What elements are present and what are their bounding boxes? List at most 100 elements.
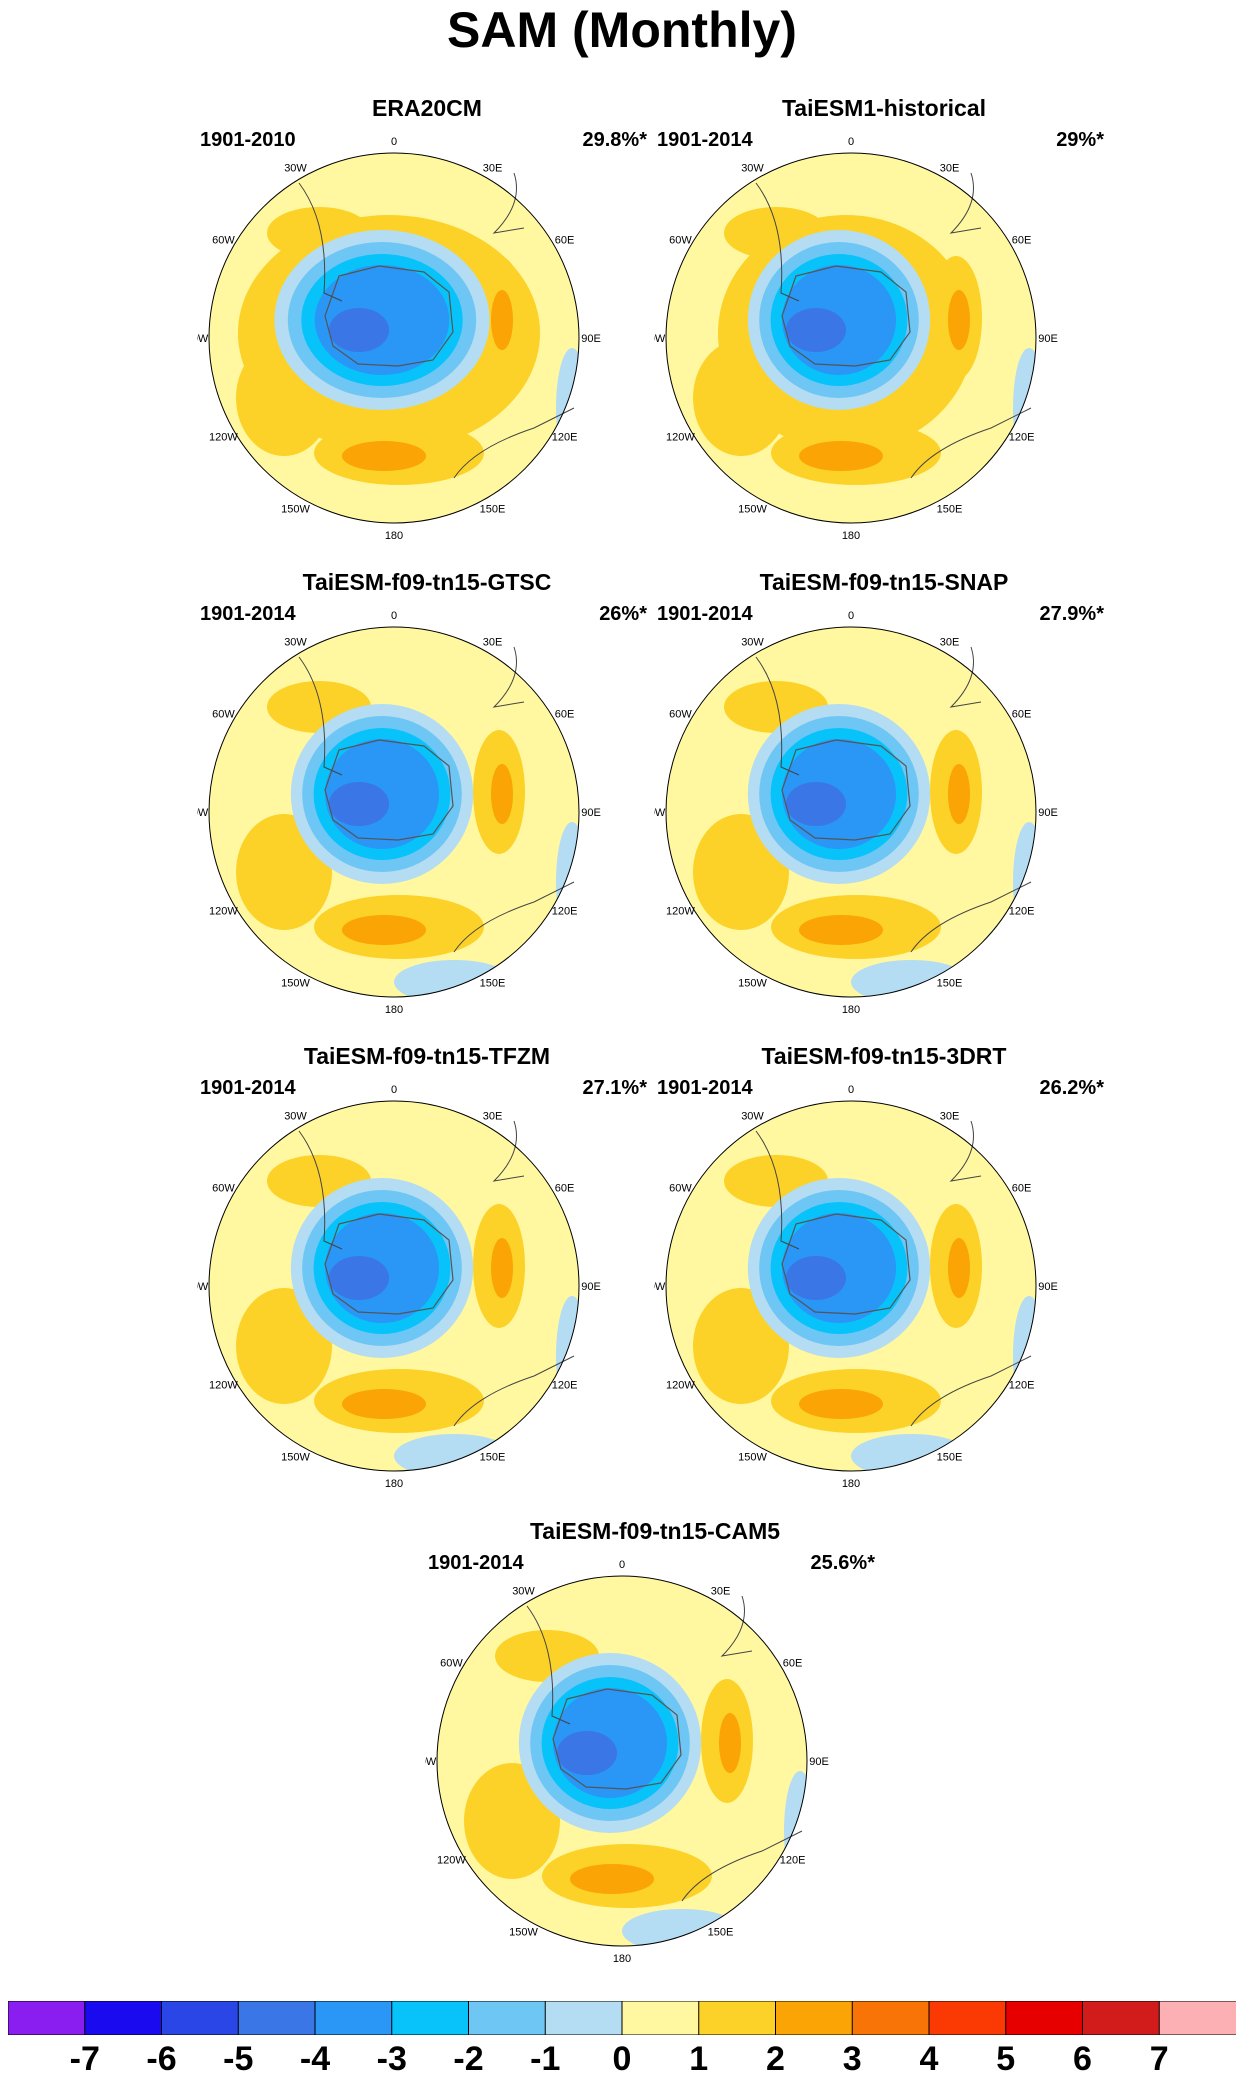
colorbar-tick-label: 1 bbox=[689, 2040, 709, 2078]
panel-period: 1901-2014 bbox=[200, 1077, 296, 1099]
longitude-label: 180 bbox=[842, 530, 860, 542]
panel-period: 1901-2014 bbox=[200, 603, 296, 625]
panel-explained-variance: 26%* bbox=[599, 603, 647, 625]
longitude-label: 90W bbox=[654, 807, 666, 819]
longitude-label: 30W bbox=[284, 636, 307, 648]
longitude-label: 150E bbox=[937, 1452, 963, 1464]
longitude-label: 120E bbox=[1009, 432, 1035, 444]
colorbar-tick-label: -7 bbox=[69, 2040, 100, 2078]
colorbar-swatch bbox=[1005, 2001, 1084, 2035]
longitude-label: 30E bbox=[483, 1110, 503, 1122]
longitude-label: 30W bbox=[284, 1110, 307, 1122]
panel-explained-variance: 26.2%* bbox=[1039, 1077, 1105, 1099]
colorbar-swatch bbox=[314, 2001, 393, 2035]
colorbar-tick-label: -2 bbox=[453, 2040, 484, 2078]
colorbar-tick-label: -6 bbox=[146, 2040, 177, 2078]
longitude-label: 30E bbox=[483, 162, 503, 174]
longitude-label: 180 bbox=[385, 1478, 403, 1490]
longitude-label: 150W bbox=[738, 1452, 767, 1464]
longitude-label: 120W bbox=[209, 1380, 238, 1392]
longitude-label: 30W bbox=[741, 1110, 764, 1122]
colorbar-swatch bbox=[237, 2001, 316, 2035]
longitude-label: 0 bbox=[848, 610, 854, 622]
longitude-label: 90W bbox=[654, 333, 666, 345]
colorbar-tick-label: -4 bbox=[299, 2040, 331, 2078]
panel-period: 1901-2014 bbox=[657, 1077, 753, 1099]
colorbar-tick-label: 2 bbox=[766, 2040, 785, 2078]
colorbar-swatch bbox=[775, 2001, 854, 2035]
longitude-label: 60E bbox=[783, 1658, 803, 1670]
longitude-label: 90W bbox=[197, 807, 209, 819]
longitude-label: 0 bbox=[619, 1559, 625, 1571]
longitude-label: 150E bbox=[708, 1927, 734, 1939]
polar-map: 0 30E 60E 90E 120E 150E 180 150W 120W 90W 60W 30W bbox=[197, 610, 601, 1016]
panel-title: TaiESM-f09-tn15-3DRT bbox=[761, 1043, 1007, 1069]
map-boundary bbox=[208, 626, 580, 998]
longitude-label: 120E bbox=[1009, 906, 1035, 918]
longitude-label: 60W bbox=[212, 235, 235, 247]
colorbar bbox=[8, 2001, 1236, 2035]
longitude-label: 30E bbox=[711, 1585, 731, 1597]
longitude-label: 150W bbox=[509, 1927, 538, 1939]
longitude-label: 180 bbox=[385, 1004, 403, 1016]
colorbar-swatch bbox=[8, 2001, 86, 2035]
colorbar-labels: -7 -6 -5 -4 -3 -2 -1 0 1 2 3 4 5 6 7 bbox=[0, 2040, 1244, 2080]
panel-title: ERA20CM bbox=[372, 95, 482, 121]
map-panel: 0 30E 60E 90E 120E 150E 180 150W 120W 90W 60W 30W Ta… bbox=[425, 1518, 885, 1978]
longitude-label: 120W bbox=[666, 432, 695, 444]
longitude-label: 90E bbox=[809, 1756, 829, 1768]
longitude-label: 30W bbox=[741, 162, 764, 174]
longitude-label: 90E bbox=[1038, 333, 1058, 345]
polar-map: 0 30E 60E 90E 120E 150E 180 150W 120W 90W 60W 30W bbox=[654, 610, 1058, 1016]
polar-map: 0 30E 60E 90E 120E 150E 180 150W 120W 90W 60W 30W bbox=[425, 1559, 829, 1965]
colorbar-swatch bbox=[544, 2001, 623, 2035]
longitude-label: 60E bbox=[1012, 1183, 1032, 1195]
longitude-label: 120E bbox=[552, 906, 578, 918]
longitude-label: 30E bbox=[940, 162, 960, 174]
map-panel: 0 30E 60E 90E 120E 150E 180 150W 120W 90W 60W 30W Ta… bbox=[654, 1043, 1114, 1503]
colorbar-tick-label: -5 bbox=[223, 2040, 254, 2078]
longitude-label: 120W bbox=[209, 432, 238, 444]
longitude-label: 180 bbox=[842, 1004, 860, 1016]
longitude-label: 60E bbox=[555, 709, 575, 721]
longitude-label: 150E bbox=[480, 504, 506, 516]
colorbar-tick-label: 5 bbox=[996, 2040, 1016, 2078]
longitude-label: 150W bbox=[281, 1452, 310, 1464]
map-panel: 0 30E 60E 90E 120E 150E 180 150W 120W 90W 60W 30W Ta… bbox=[197, 569, 657, 1029]
panel-explained-variance: 29.8%* bbox=[582, 129, 648, 151]
longitude-label: 180 bbox=[385, 530, 403, 542]
panel-title: TaiESM-f09-tn15-CAM5 bbox=[529, 1518, 781, 1544]
colorbar-swatch bbox=[928, 2001, 1007, 2035]
longitude-label: 30E bbox=[940, 1110, 960, 1122]
longitude-label: 60W bbox=[669, 235, 692, 247]
longitude-label: 150W bbox=[281, 978, 310, 990]
panel-explained-variance: 27.1%* bbox=[582, 1077, 648, 1099]
longitude-label: 120W bbox=[437, 1855, 466, 1867]
map-boundary bbox=[208, 152, 580, 524]
colorbar-tick-label: 6 bbox=[1073, 2040, 1092, 2078]
longitude-label: 90W bbox=[654, 1281, 666, 1293]
colorbar-swatch bbox=[391, 2001, 470, 2035]
map-panel: 0 30E 60E 90E 120E 150E 180 150W 120W 90W 60W 30W Ta… bbox=[197, 1043, 657, 1503]
longitude-label: 30W bbox=[512, 1585, 535, 1597]
panel-title: TaiESM-f09-tn15-TFZM bbox=[303, 1043, 551, 1069]
longitude-label: 150E bbox=[480, 1452, 506, 1464]
colorbar-tick-label: -1 bbox=[530, 2040, 561, 2078]
longitude-label: 90E bbox=[1038, 1281, 1058, 1293]
polar-map: 0 30E 60E 90E 120E 150E 180 150W 120W 90W 60W 30W bbox=[197, 1084, 601, 1490]
longitude-label: 90W bbox=[425, 1756, 437, 1768]
longitude-label: 180 bbox=[842, 1478, 860, 1490]
panel-period: 1901-2014 bbox=[657, 129, 753, 151]
longitude-label: 30W bbox=[284, 162, 307, 174]
longitude-label: 90W bbox=[197, 333, 209, 345]
map-panel: 0 30E 60E 90E 120E 150E 180 150W 120W 90W 60W 30W ER… bbox=[197, 95, 657, 555]
longitude-label: 90E bbox=[581, 1281, 601, 1293]
colorbar-tick-label: 0 bbox=[612, 2040, 632, 2078]
panel-title: TaiESM-f09-tn15-SNAP bbox=[759, 569, 1009, 595]
longitude-label: 120E bbox=[552, 1380, 578, 1392]
longitude-label: 150W bbox=[281, 504, 310, 516]
longitude-label: 120W bbox=[209, 906, 238, 918]
longitude-label: 0 bbox=[848, 1084, 854, 1096]
longitude-label: 30E bbox=[940, 636, 960, 648]
longitude-label: 120E bbox=[1009, 1380, 1035, 1392]
